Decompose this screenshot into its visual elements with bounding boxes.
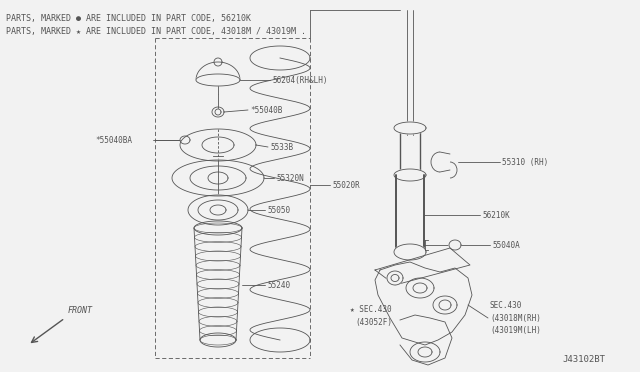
Text: PARTS, MARKED ● ARE INCLUDED IN PART CODE, 56210K: PARTS, MARKED ● ARE INCLUDED IN PART COD… <box>6 14 251 23</box>
Polygon shape <box>180 129 256 161</box>
Text: *55040B: *55040B <box>250 106 282 115</box>
Text: ★ SEC.430: ★ SEC.430 <box>350 305 392 314</box>
Polygon shape <box>394 244 426 260</box>
Text: 55050: 55050 <box>267 205 290 215</box>
Text: 55320N: 55320N <box>276 173 304 183</box>
Text: 56210K: 56210K <box>482 211 509 219</box>
Polygon shape <box>375 262 472 345</box>
Polygon shape <box>188 195 248 225</box>
Text: 55020R: 55020R <box>332 180 360 189</box>
Polygon shape <box>196 74 240 86</box>
Polygon shape <box>387 271 403 285</box>
Polygon shape <box>449 240 461 250</box>
Text: SEC.430: SEC.430 <box>490 301 522 310</box>
Text: 55240: 55240 <box>267 280 290 289</box>
Text: FRONT: FRONT <box>68 306 93 315</box>
Text: (43052F): (43052F) <box>355 318 392 327</box>
Polygon shape <box>375 248 470 285</box>
Text: J43102BT: J43102BT <box>562 356 605 365</box>
Text: 56204(RH&LH): 56204(RH&LH) <box>272 76 328 84</box>
Polygon shape <box>200 333 236 347</box>
Polygon shape <box>394 169 426 181</box>
Text: 5533B: 5533B <box>270 142 293 151</box>
Polygon shape <box>194 221 242 235</box>
Text: 55040A: 55040A <box>492 241 520 250</box>
Text: (43019M(LH): (43019M(LH) <box>490 327 541 336</box>
Polygon shape <box>394 122 426 134</box>
Text: 55310 (RH): 55310 (RH) <box>502 157 548 167</box>
Text: PARTS, MARKED ★ ARE INCLUDED IN PART CODE, 43018M / 43019M .: PARTS, MARKED ★ ARE INCLUDED IN PART COD… <box>6 27 306 36</box>
Text: (43018M(RH): (43018M(RH) <box>490 314 541 323</box>
Polygon shape <box>210 205 226 215</box>
Polygon shape <box>172 160 264 196</box>
Text: *55040BA: *55040BA <box>95 135 132 144</box>
